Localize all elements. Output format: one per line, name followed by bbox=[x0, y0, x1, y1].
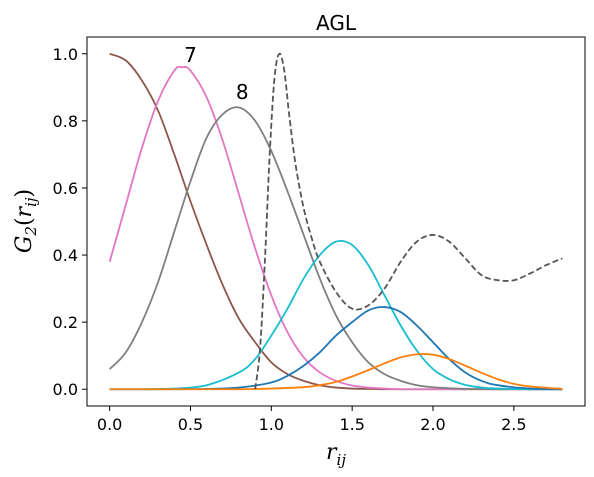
y-tick-label: 0.8 bbox=[53, 112, 78, 131]
series-line-5 bbox=[109, 306, 563, 391]
tick-layer: 0.0 0.5 1.0 1.5 2.0 2.5 0.0 0.2 0.4 0.6 0.8 1.0 bbox=[53, 45, 527, 434]
series-line-6 bbox=[109, 353, 563, 391]
x-tick-label: 2.0 bbox=[420, 415, 445, 434]
annotation-layer: 78 bbox=[184, 43, 248, 104]
series-line-2 bbox=[108, 65, 563, 391]
x-axis-label: rij bbox=[326, 440, 346, 469]
plot-frame bbox=[86, 36, 586, 407]
x-axis-label-main: r bbox=[326, 440, 338, 465]
y-axis-label-sub: 2 bbox=[22, 226, 40, 237]
y-axis-label-arg-sub: ij bbox=[22, 197, 40, 207]
x-tick-label: 1.5 bbox=[339, 415, 364, 434]
x-tick-label: 0.5 bbox=[178, 415, 203, 434]
y-tick-label: 0.4 bbox=[53, 246, 78, 265]
y-axis-label-close: ) bbox=[12, 189, 37, 198]
x-tick-label: 0.0 bbox=[97, 415, 122, 434]
y-tick-label: 0.0 bbox=[53, 380, 78, 399]
chart-title: AGL bbox=[316, 11, 357, 35]
y-tick-label: 0.6 bbox=[53, 179, 78, 198]
y-axis-label-open: ( bbox=[12, 217, 37, 226]
y-axis-label-main: G bbox=[12, 236, 37, 254]
annotation-2: 8 bbox=[236, 80, 249, 104]
y-tick-label: 1.0 bbox=[53, 45, 78, 64]
x-axis-label-sub: ij bbox=[337, 451, 347, 469]
y-tick-label: 0.2 bbox=[53, 313, 78, 332]
annotation-1: 7 bbox=[184, 43, 197, 67]
series-layer bbox=[108, 52, 563, 391]
series-line-4 bbox=[109, 239, 563, 391]
series-line-7 bbox=[254, 52, 563, 390]
x-tick-label: 2.5 bbox=[501, 415, 526, 434]
x-tick-label: 1.0 bbox=[259, 415, 284, 434]
y-axis-label-arg: r bbox=[12, 205, 37, 217]
y-axis-label: G2(rij) bbox=[12, 189, 40, 253]
series-line-3 bbox=[108, 106, 563, 391]
